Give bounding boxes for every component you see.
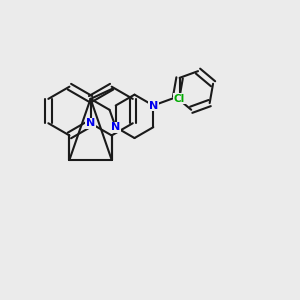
Text: Cl: Cl bbox=[174, 94, 185, 103]
Text: N: N bbox=[86, 118, 95, 128]
Text: N: N bbox=[111, 122, 120, 132]
Text: N: N bbox=[149, 100, 158, 110]
